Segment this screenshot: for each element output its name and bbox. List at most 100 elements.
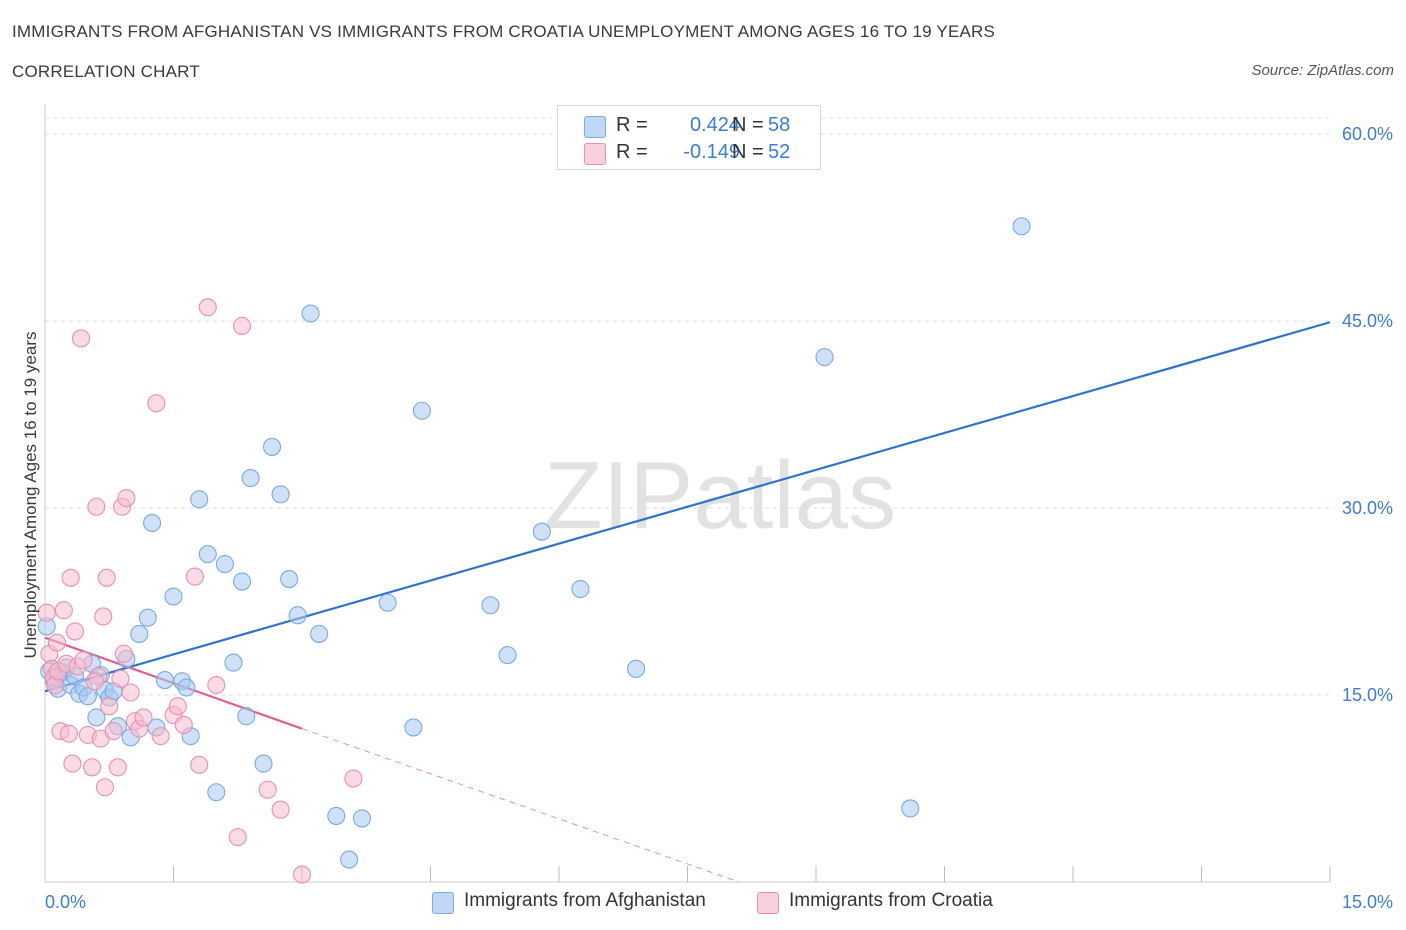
gridlines [45,117,1330,696]
legend-n-label: N = [732,114,764,136]
data-point-series-0 [378,593,397,612]
data-point-series-0 [164,587,183,606]
data-point-series-0 [301,304,320,323]
data-point-series-0 [138,608,157,627]
correlation-legend: R = 0.424 N = 58 R = -0.149 N = 52 [557,105,821,170]
data-point-series-0 [532,522,551,541]
data-point-series-0 [190,490,209,509]
data-point-series-1 [111,669,130,688]
chart-title: IMMIGRANTS FROM AFGHANISTAN VS IMMIGRANT… [12,22,996,41]
legend-r-value: -0.149 [683,141,740,163]
data-point-series-0 [215,555,234,574]
chart-subtitle: CORRELATION CHART [12,62,200,81]
trend-lines [44,321,1331,883]
data-point-series-0 [280,570,299,589]
data-point-series-1 [228,828,247,847]
bottom-legend-swatch-afghanistan [432,892,454,914]
data-point-series-1 [108,758,127,777]
data-point-series-0 [241,469,260,488]
data-point-series-0 [627,659,646,678]
data-point-series-1 [85,672,104,691]
data-points [37,217,1031,884]
data-point-series-0 [412,401,431,420]
data-point-series-1 [59,724,79,743]
data-point-series-1 [37,603,56,622]
bottom-legend-label: Immigrants from Afghanistan [464,890,706,911]
x-tick-label: 0.0% [45,892,86,912]
data-point-series-0 [207,783,226,802]
data-point-series-1 [258,780,277,799]
data-point-series-1 [65,622,85,641]
legend-r-value: 0.424 [689,114,740,136]
data-point-series-1 [134,708,153,727]
data-point-series-1 [147,394,166,413]
data-point-series-1 [271,800,290,819]
data-point-series-0 [130,624,149,643]
data-point-series-0 [232,572,252,591]
data-point-series-0 [262,437,282,456]
trend-line-extension-series-1 [301,728,740,883]
data-point-series-1 [292,865,312,884]
data-point-series-1 [63,754,82,773]
trend-line-series-0 [44,321,1331,693]
data-point-series-0 [481,596,500,615]
legend-swatch-croatia [584,143,606,165]
y-tick-label: 15.0% [1342,685,1393,705]
data-point-series-0 [177,678,196,697]
y-tick-label: 45.0% [1342,311,1393,331]
data-point-series-0 [404,718,423,737]
y-tick-labels: 15.0% 30.0% 45.0% 60.0% [1342,124,1393,705]
data-point-series-0 [143,513,162,533]
y-tick-label: 60.0% [1342,124,1393,144]
data-point-series-1 [190,755,209,774]
legend-r-label: R = [616,141,648,163]
data-point-series-1 [151,727,170,746]
data-point-series-1 [104,722,123,741]
data-point-series-0 [1012,217,1031,236]
data-point-series-1 [114,644,133,663]
data-point-series-1 [100,697,119,716]
data-point-series-0 [155,670,174,690]
data-point-series-1 [232,316,252,336]
legend-n-label: N = [732,141,764,163]
data-point-series-1 [71,329,91,348]
data-point-series-1 [121,683,140,702]
data-point-series-0 [901,799,920,818]
data-point-series-0 [237,707,256,726]
data-point-series-0 [815,348,834,367]
data-point-series-0 [78,687,97,706]
chart-source: Source: ZipAtlas.com [1251,62,1394,79]
data-point-series-1 [83,758,102,777]
legend-swatch-afghanistan [584,116,606,138]
data-point-series-1 [74,651,93,670]
data-point-series-0 [254,754,273,773]
bottom-legend-swatch-croatia [757,892,779,914]
data-point-series-1 [198,298,217,317]
data-point-series-1 [54,601,73,620]
x-tick-label: 15.0% [1342,892,1393,912]
data-point-series-0 [498,646,517,665]
data-point-series-0 [288,606,307,625]
x-tick-labels: 0.0% 15.0% [45,892,1393,912]
data-point-series-1 [117,488,136,508]
data-point-series-0 [340,850,359,869]
data-point-series-0 [271,485,290,504]
data-point-series-1 [344,769,363,788]
legend-n-value: 52 [768,141,791,163]
data-point-series-1 [168,697,187,716]
y-axis-label: Unemployment Among Ages 16 to 19 years [21,332,40,659]
data-point-series-0 [571,579,590,599]
data-point-series-1 [94,607,113,626]
legend-r-label: R = [616,114,648,136]
data-point-series-1 [61,568,80,587]
data-point-series-0 [198,545,217,564]
data-point-series-1 [185,567,204,586]
data-point-series-0 [87,708,106,727]
data-point-series-1 [174,715,193,734]
bottom-legend-label: Immigrants from Croatia [789,890,993,911]
data-point-series-1 [95,778,115,797]
data-point-series-1 [97,568,116,587]
data-point-series-0 [224,653,243,672]
y-tick-label: 30.0% [1342,498,1393,518]
